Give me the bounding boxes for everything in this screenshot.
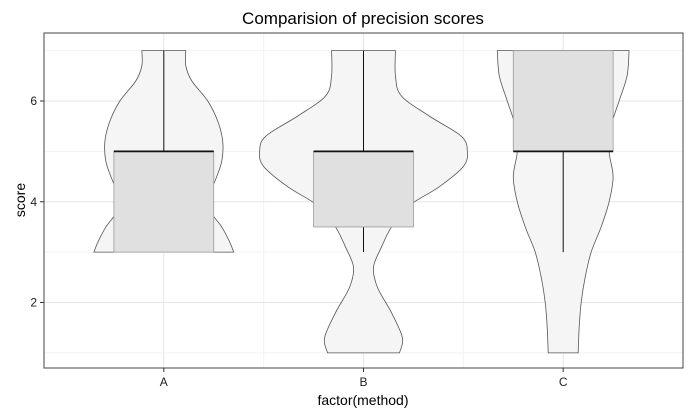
box-c bbox=[512, 50, 614, 152]
box-b bbox=[313, 150, 414, 228]
x-axis-label: factor(method) bbox=[317, 392, 408, 408]
y-tick-label: 2 bbox=[30, 296, 37, 310]
boxes-layer bbox=[113, 50, 614, 253]
chart-title: Comparision of precision scores bbox=[242, 9, 484, 28]
ticks-layer: 2 4 6 A B C bbox=[30, 94, 568, 389]
box-a bbox=[113, 150, 215, 253]
x-tick-label-c: C bbox=[559, 375, 568, 389]
y-tick-label: 6 bbox=[30, 94, 37, 108]
y-tick-label: 4 bbox=[30, 195, 37, 209]
x-tick-label-b: B bbox=[359, 375, 367, 389]
y-axis-label: score bbox=[12, 183, 28, 217]
x-tick-label-a: A bbox=[160, 375, 168, 389]
